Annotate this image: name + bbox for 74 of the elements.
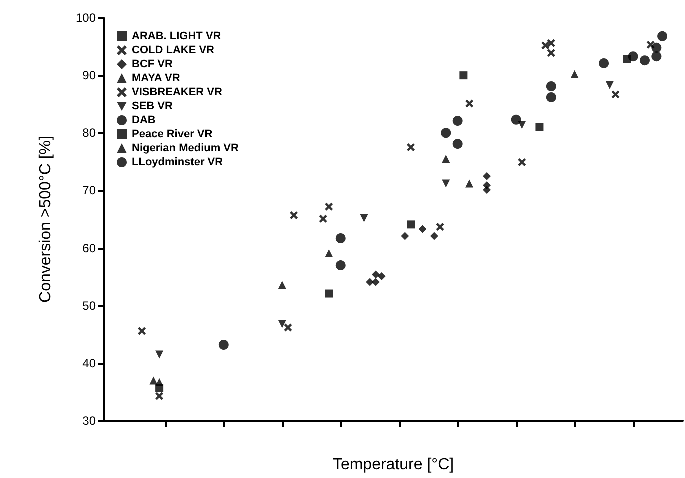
y-tick-label: 30	[82, 414, 96, 428]
legend-label: COLD LAKE VR	[132, 44, 215, 56]
point	[138, 327, 146, 336]
legend-label: BCF VR	[132, 58, 173, 70]
point	[483, 172, 492, 180]
point	[466, 100, 474, 108]
point	[156, 392, 164, 400]
point	[325, 249, 334, 258]
y-axis-title: Conversion >500°C [%]	[38, 136, 54, 303]
point	[360, 214, 368, 222]
point	[511, 114, 522, 125]
legend-label: VISBREAKER VR	[132, 86, 223, 98]
point	[407, 220, 416, 229]
point	[452, 139, 463, 150]
point	[658, 31, 668, 42]
point	[652, 42, 662, 53]
point	[518, 158, 526, 167]
point	[547, 39, 556, 48]
point	[366, 278, 374, 286]
y-tick-label: 90	[82, 68, 96, 83]
point	[407, 144, 416, 152]
legend-label: SEB VR	[132, 100, 174, 112]
point	[378, 272, 386, 280]
point	[336, 260, 346, 271]
point	[156, 350, 164, 359]
point	[430, 232, 438, 240]
point	[542, 42, 550, 50]
point	[156, 378, 164, 386]
point	[442, 180, 450, 188]
point	[612, 90, 620, 99]
point	[547, 49, 556, 58]
point	[278, 320, 286, 328]
point	[218, 340, 229, 350]
point	[372, 278, 380, 286]
point	[372, 270, 380, 279]
point	[452, 116, 463, 126]
point	[436, 222, 444, 231]
legend-label: LLoydminster VR	[132, 156, 224, 168]
y-tick-label: 50	[82, 298, 96, 313]
legend-label: MAYA VR	[132, 72, 180, 84]
point	[442, 155, 450, 164]
y-tick-label: 40	[82, 356, 96, 370]
point	[150, 376, 158, 385]
point	[652, 52, 662, 62]
point	[466, 180, 474, 188]
y-tick-label: 80	[82, 126, 96, 140]
point	[418, 225, 427, 234]
legend-label: Peace River VR	[132, 128, 213, 140]
y-tick-label: 70	[82, 184, 96, 198]
point	[290, 211, 298, 220]
legend-label: ARAB. LIGHT VR	[132, 30, 222, 42]
point	[628, 52, 638, 62]
point	[483, 186, 492, 194]
point	[441, 128, 452, 138]
point	[401, 232, 410, 240]
legend-label: DAB	[132, 114, 156, 126]
point	[278, 281, 286, 290]
x-axis-title: Temperature [°C]	[332, 456, 454, 474]
point	[460, 72, 468, 80]
y-tick-label: 60	[82, 241, 96, 256]
point	[284, 324, 292, 332]
point	[336, 234, 346, 244]
point	[570, 70, 579, 78]
point	[640, 56, 650, 66]
y-tick-label: 100	[76, 11, 96, 25]
point	[325, 290, 334, 298]
point	[325, 202, 334, 211]
point	[319, 214, 328, 223]
point	[599, 58, 610, 68]
point	[606, 81, 614, 90]
legend-label: Nigerian Medium VR	[132, 142, 240, 154]
point	[546, 82, 556, 92]
point	[536, 123, 544, 132]
point	[546, 92, 556, 102]
